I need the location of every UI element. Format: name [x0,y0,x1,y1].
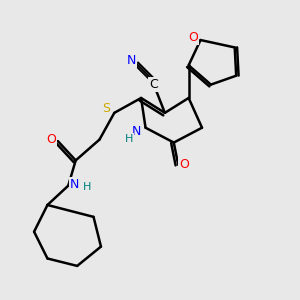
Text: N: N [70,178,80,191]
Text: N: N [127,54,136,67]
Text: C: C [149,77,158,91]
Text: N: N [132,125,141,138]
Text: S: S [102,102,110,115]
Text: H: H [82,182,91,192]
Text: H: H [125,134,134,144]
Text: O: O [46,133,56,146]
Text: O: O [179,158,189,171]
Text: O: O [188,31,198,44]
